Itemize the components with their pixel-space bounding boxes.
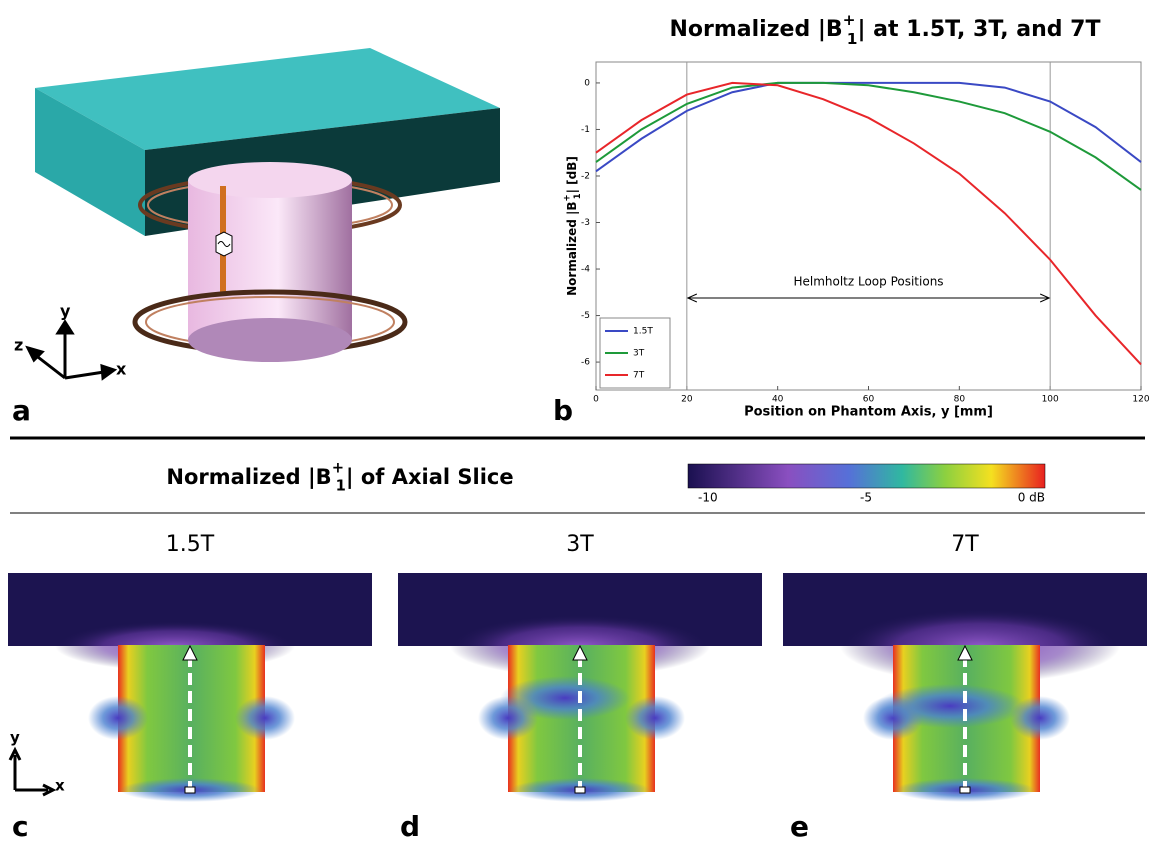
x-tick-label: 0: [593, 395, 599, 405]
panel-label: b: [553, 394, 573, 427]
x-tick-label: 80: [954, 395, 966, 405]
coil-model: [28, 48, 500, 378]
heading: Normalized |B+1| of Axial Slice: [166, 460, 513, 495]
field-map: [398, 573, 762, 802]
colorbar-label: 0 dB: [1018, 491, 1045, 505]
y-axis-label: Normalized |B+1| [dB]: [561, 156, 581, 296]
panel-label: d: [400, 810, 420, 842]
y-tick-label: 0: [584, 78, 590, 88]
y-tick-label: -4: [581, 265, 590, 275]
heading: Normalized |B+1| at 1.5T, 3T, and 7T: [670, 11, 1101, 48]
panel-label: c: [12, 810, 29, 842]
low-field: [875, 684, 1025, 728]
x-tick-label: 20: [681, 395, 693, 405]
y-tick-label: -2: [581, 171, 590, 181]
legend-label: 1.5T: [633, 327, 653, 337]
text-part: Normalized |B: [166, 465, 331, 490]
low-field: [235, 696, 295, 740]
y-tick-label: -1: [581, 125, 590, 135]
colorbar-label: -5: [860, 491, 872, 505]
field-label: 3T: [566, 532, 594, 557]
probe-end: [185, 787, 195, 793]
panel-label: e: [790, 810, 809, 842]
superscript: +: [843, 11, 856, 29]
field-map: [783, 573, 1147, 802]
axis-letter: x: [116, 360, 127, 379]
x-tick-label: 120: [1132, 395, 1149, 405]
plot-area: [596, 62, 1141, 390]
axes-c: [10, 750, 53, 795]
text-part: Normalized |B: [670, 17, 843, 42]
probe-end: [960, 787, 970, 793]
annotation: Helmholtz Loop Positions: [793, 275, 943, 289]
low-field: [500, 676, 630, 720]
legend-label: 3T: [633, 349, 645, 359]
legend-label: 7T: [633, 371, 645, 381]
y-tick-label: -3: [581, 218, 590, 228]
superscript: +: [332, 460, 344, 477]
low-field: [625, 696, 685, 740]
text-part: | of Axial Slice: [346, 465, 514, 490]
x-tick-label: 100: [1042, 395, 1059, 405]
subscript: 1: [336, 477, 346, 494]
y-tick-label: -5: [581, 311, 590, 321]
y-tick-label: -6: [581, 358, 590, 368]
axis-letter: y: [60, 302, 71, 321]
colorbar: [688, 464, 1045, 488]
text-part: | at 1.5T, 3T, and 7T: [857, 17, 1100, 42]
field-map: [8, 573, 372, 802]
low-field: [88, 696, 148, 740]
panel-label: a: [12, 394, 31, 427]
axis-letter: y: [10, 729, 20, 747]
field-label: 7T: [951, 532, 979, 557]
x-tick-label: 40: [772, 395, 784, 405]
colorbar-label: -10: [698, 491, 718, 505]
x-axis-label: Position on Phantom Axis, y [mm]: [744, 405, 993, 420]
figure: abcdezyxNormalized |B+1| at 1.5T, 3T, an…: [0, 0, 1150, 842]
text-part: | [dB]: [565, 156, 579, 193]
subscript: 1: [847, 29, 858, 47]
probe-end: [575, 787, 585, 793]
superscript: +: [561, 194, 571, 201]
text-part: Normalized |B: [565, 201, 579, 295]
field-label: 1.5T: [166, 532, 215, 557]
axis-letter: x: [55, 777, 65, 795]
axis-letter: z: [14, 336, 23, 355]
x-tick-label: 60: [863, 395, 875, 405]
